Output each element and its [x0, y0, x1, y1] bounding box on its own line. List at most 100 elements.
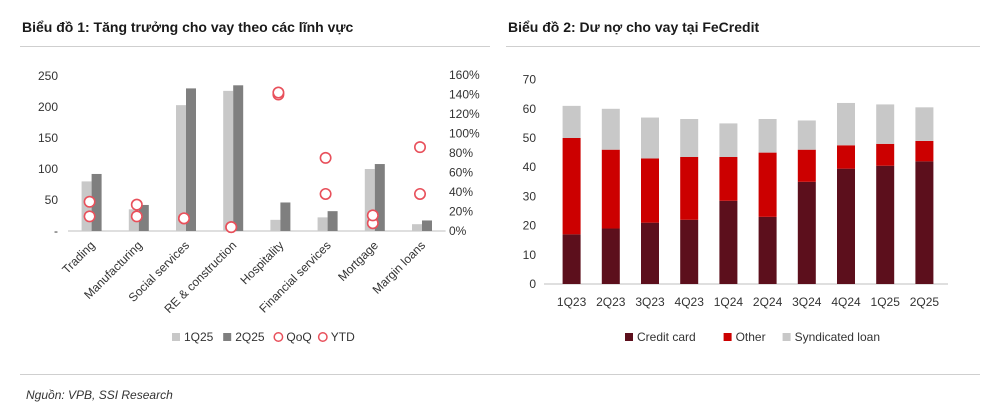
stack-segment-syndicated-loan — [719, 123, 738, 157]
stack-segment-other — [719, 156, 738, 201]
legend-swatch — [172, 333, 180, 341]
y2-tick-label: 100% — [449, 127, 480, 141]
stack-segment-credit-card — [837, 168, 855, 284]
loan-growth-chart: - 50 100 150 200 250 0% 20% 40% 60% 80% 100% 120% 140… — [38, 68, 480, 344]
x-tick-label: 4Q24 — [831, 295, 861, 309]
y-tick-label: 50 — [45, 193, 59, 207]
stack-segment-credit-card — [680, 219, 699, 284]
marker-qoq — [130, 210, 143, 223]
bar-2q25 — [327, 211, 338, 231]
stack-segment-other — [876, 143, 895, 166]
chart1-title: Biểu đồ 1: Tăng trưởng cho vay theo các … — [22, 19, 354, 35]
stack-segment-credit-card — [641, 222, 659, 284]
stack-segment-other — [680, 156, 699, 220]
stack-segment-syndicated-loan — [837, 102, 855, 146]
y-tick-label: 100 — [38, 162, 58, 176]
stack-segment-syndicated-loan — [641, 117, 659, 159]
stack-segment-other — [641, 158, 659, 223]
bar-2q25 — [374, 164, 385, 231]
stack-segment-credit-card — [876, 165, 895, 284]
stack-segment-syndicated-loan — [797, 120, 816, 150]
legend-swatch — [625, 333, 633, 341]
stack-segment-syndicated-loan — [601, 108, 620, 150]
stack-segment-other — [562, 138, 581, 235]
chart1-title-rule — [20, 46, 490, 47]
marker-qoq — [83, 210, 96, 223]
bar-1q25 — [176, 105, 186, 231]
marker-ytd — [272, 86, 285, 99]
y2-tick-label: 60% — [449, 166, 473, 180]
legend-swatch — [223, 333, 232, 341]
marker-ytd — [413, 141, 426, 154]
source-note: Nguồn: VPB, SSI Research — [26, 388, 173, 402]
legend-swatch — [723, 333, 732, 341]
x-tick-label: 1Q25 — [871, 295, 901, 309]
chart2-title-rule — [506, 46, 980, 47]
bar-1q25 — [364, 169, 375, 231]
legend-swatch — [273, 332, 284, 342]
legend-label: QoQ — [286, 330, 311, 344]
bar-2q25 — [186, 88, 196, 232]
legend-swatch — [782, 333, 791, 341]
stack-segment-credit-card — [758, 216, 777, 284]
x-tick-label: Mortgage — [335, 238, 381, 284]
y-tick-label: 200 — [38, 100, 58, 114]
stack-segment-syndicated-loan — [876, 104, 895, 144]
stack-segment-credit-card — [562, 234, 581, 284]
y-tick-label: 40 — [523, 160, 537, 174]
y-tick-label: 10 — [523, 248, 537, 262]
stack-segment-other — [915, 140, 934, 162]
y2-tick-label: 40% — [449, 185, 473, 199]
bar-2q25 — [280, 202, 291, 231]
legend-label: Credit card — [637, 330, 696, 344]
y-tick-label: - — [54, 224, 58, 238]
y2-tick-label: 140% — [449, 88, 480, 102]
bar-2q25 — [233, 85, 244, 231]
marker-qoq — [319, 187, 332, 200]
y-tick-label: 150 — [38, 131, 58, 145]
stack-segment-other — [758, 152, 777, 217]
marker-ytd — [366, 209, 379, 222]
y2-tick-label: 160% — [449, 68, 480, 82]
x-tick-label: 2Q25 — [910, 295, 940, 309]
legend-label: YTD — [331, 330, 355, 344]
legend-label: Other — [736, 330, 766, 344]
x-tick-label: 1Q23 — [557, 295, 587, 309]
stack-segment-other — [601, 149, 620, 229]
x-tick-label: Hospitality — [237, 238, 286, 287]
y2-tick-label: 120% — [449, 107, 480, 121]
marker-ytd — [83, 195, 96, 208]
x-tick-label: 3Q24 — [792, 295, 822, 309]
bar-2q25 — [138, 204, 149, 231]
y-tick-label: 0 — [529, 277, 536, 291]
x-tick-label: 2Q23 — [596, 295, 626, 309]
y2-tick-label: 0% — [449, 224, 467, 238]
stack-segment-credit-card — [719, 200, 738, 284]
y-tick-label: 50 — [523, 131, 537, 145]
stack-segment-syndicated-loan — [915, 107, 934, 141]
y-tick-label: 250 — [38, 69, 58, 83]
bar-2q25 — [91, 173, 102, 231]
bar-2q25 — [422, 220, 432, 231]
legend-label: 1Q25 — [184, 330, 214, 344]
stack-segment-other — [797, 149, 816, 182]
bar-1q25 — [317, 217, 328, 231]
x-tick-label: Trading — [59, 238, 97, 276]
x-tick-label: 3Q23 — [635, 295, 665, 309]
stack-segment-credit-card — [797, 181, 816, 284]
legend-label: 2Q25 — [235, 330, 265, 344]
stack-segment-other — [837, 145, 855, 169]
y2-tick-label: 80% — [449, 146, 473, 160]
bar-1q25 — [412, 224, 422, 231]
marker-ytd — [178, 212, 191, 225]
x-tick-label: 4Q23 — [675, 295, 705, 309]
y-tick-label: 30 — [523, 189, 537, 203]
x-tick-label: 2Q24 — [753, 295, 783, 309]
bar-1q25 — [223, 90, 234, 231]
chart2-title: Biểu đồ 2: Dư nợ cho vay tại FeCredit — [508, 19, 760, 35]
stack-segment-syndicated-loan — [758, 119, 777, 153]
y-tick-label: 60 — [523, 102, 537, 116]
legend-swatch — [317, 332, 328, 342]
stack-segment-credit-card — [915, 161, 934, 284]
stack-segment-syndicated-loan — [680, 119, 699, 157]
